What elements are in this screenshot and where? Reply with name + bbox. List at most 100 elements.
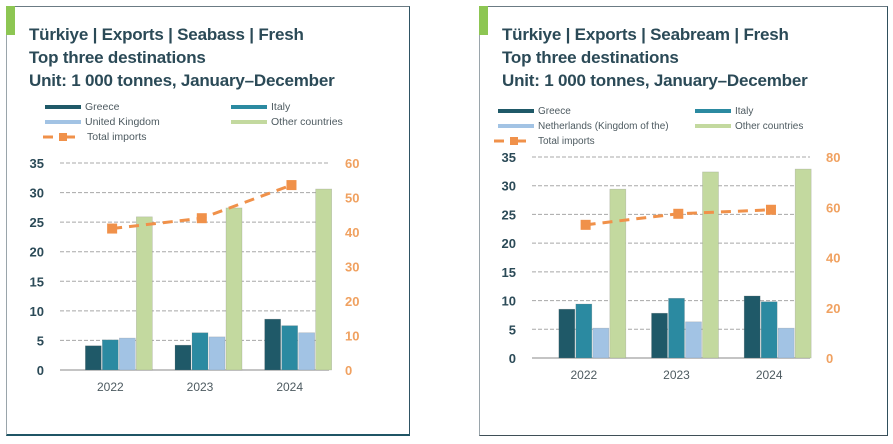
bar-third: [208, 336, 226, 371]
bar-third: [685, 321, 702, 359]
bar-italy: [668, 297, 685, 359]
y2-tick-label: 60: [345, 156, 359, 171]
x-tick-label: 2024: [756, 368, 783, 382]
marker-total-imports: [286, 180, 297, 191]
y-tick-label: 0: [509, 351, 516, 366]
bar-greece: [651, 312, 668, 359]
y-tick-label: 5: [509, 322, 516, 337]
title-line-1: Türkiye | Exports | Seabream | Fresh: [502, 25, 789, 44]
title-line-3: Unit: 1 000 tonnes, January–December: [29, 71, 335, 90]
legend-swatch-italy: [231, 105, 267, 109]
bar-italy: [760, 301, 778, 359]
bar-greece: [264, 318, 281, 371]
legend-swatch-greece: [498, 109, 534, 113]
legend-label: Other countries: [735, 120, 804, 132]
legend-item-other: Other countries: [695, 119, 803, 133]
y-tick-label: 15: [30, 274, 44, 289]
chart-plot-area: 0 5 10 15 20 25 30 35 0 20 40 60 80 2022 2023 2024: [502, 150, 841, 382]
y-tick-label: 15: [502, 265, 516, 280]
legend-label: Other countries: [271, 116, 343, 128]
marker-total-imports: [196, 213, 207, 224]
bar-third: [592, 327, 610, 359]
legend-label: Total imports: [538, 135, 595, 147]
y-tick-label: 25: [30, 215, 44, 230]
x-tick-label: 2024: [276, 380, 303, 394]
title-line-2: Top three destinations: [502, 48, 679, 67]
bar-other: [609, 188, 627, 359]
bar-other: [702, 171, 719, 359]
bar-greece: [558, 308, 576, 359]
legend-swatch-other: [231, 120, 267, 124]
accent-bar: [479, 6, 488, 35]
legend-item-uk: United Kingdom: [45, 115, 160, 129]
legend-label: Italy: [735, 105, 754, 117]
y2-tick-label: 10: [345, 329, 359, 344]
legend-swatch-italy: [695, 109, 731, 113]
bar-other: [136, 216, 153, 371]
y2-tick-label: 30: [345, 260, 359, 275]
legend-label: United Kingdom: [85, 116, 160, 128]
y-tick-label: 35: [30, 156, 44, 171]
bar-italy: [281, 325, 298, 371]
legend-item-greece: Greece: [45, 100, 119, 114]
bar-third: [119, 337, 136, 371]
y2-tick-label: 20: [345, 294, 359, 309]
y2-tick-label: 80: [826, 150, 840, 165]
legend-label: Greece: [538, 105, 571, 117]
marker-total-imports: [673, 208, 684, 219]
legend-item-total: Total imports: [43, 130, 147, 144]
x-tick-label: 2023: [663, 368, 690, 382]
title-line-1: Türkiye | Exports | Seabass | Fresh: [29, 25, 304, 44]
legend-line-total: [43, 133, 75, 141]
legend-swatch-other: [695, 124, 731, 128]
legend-item-greece: Greece: [498, 104, 571, 118]
chart-title: Türkiye | Exports | Seabream | Fresh Top…: [502, 23, 808, 92]
y2-tick-label: 50: [345, 191, 359, 206]
marker-total-imports: [107, 223, 118, 234]
legend-swatch-uk: [45, 120, 81, 124]
bar-italy: [102, 339, 119, 371]
legend-item-total: Total imports: [494, 134, 595, 148]
legend-item-italy: Italy: [231, 100, 290, 114]
y-tick-label: 25: [502, 207, 516, 222]
accent-bar: [6, 6, 15, 35]
bar-italy: [575, 303, 593, 359]
y-tick-label: 10: [502, 294, 516, 309]
x-tick-label: 2023: [187, 380, 214, 394]
bar-other: [315, 188, 332, 371]
legend-label: Italy: [271, 101, 291, 113]
legend-swatch-greece: [45, 105, 81, 109]
marker-total-imports: [765, 204, 776, 215]
y-tick-label: 30: [30, 186, 44, 201]
legend-item-other: Other countries: [231, 115, 343, 129]
bar-other: [794, 168, 812, 359]
legend-item-netherlands: Netherlands (Kingdom of the): [498, 119, 669, 133]
legend-label: Netherlands (Kingdom of the): [538, 120, 669, 132]
bar-other: [225, 207, 243, 371]
marker-total-imports: [580, 219, 591, 230]
y-tick-label: 35: [502, 150, 516, 165]
bar-italy: [191, 332, 209, 371]
y-tick-label: 10: [30, 304, 44, 319]
y2-tick-label: 40: [826, 251, 840, 266]
y2-tick-label: 60: [826, 200, 840, 215]
legend-swatch-netherlands: [498, 124, 534, 128]
x-tick-label: 2022: [570, 368, 597, 382]
chart-panel-seabass: Türkiye | Exports | Seabass | Fresh Top …: [6, 6, 410, 436]
chart-plot-area: 0 5 10 15 20 25 30 35 0 10 20 30 40 50 60 2022 2023 2024: [30, 156, 360, 394]
y-tick-label: 20: [30, 245, 44, 260]
bar-greece: [743, 295, 761, 359]
legend-label: Greece: [85, 101, 120, 113]
y2-tick-label: 0: [345, 363, 352, 378]
chart-panel-seabream: Türkiye | Exports | Seabream | Fresh Top…: [479, 6, 888, 436]
y-tick-label: 20: [502, 236, 516, 251]
bar-third: [298, 332, 315, 371]
legend-label: Total imports: [87, 131, 147, 143]
bar-greece: [85, 345, 102, 371]
y-tick-label: 0: [37, 363, 44, 378]
y-tick-label: 5: [37, 333, 44, 348]
title-line-3: Unit: 1 000 tonnes, January–December: [502, 71, 808, 90]
y-tick-label: 30: [502, 179, 516, 194]
legend-item-italy: Italy: [695, 104, 753, 118]
title-line-2: Top three destinations: [29, 48, 206, 67]
